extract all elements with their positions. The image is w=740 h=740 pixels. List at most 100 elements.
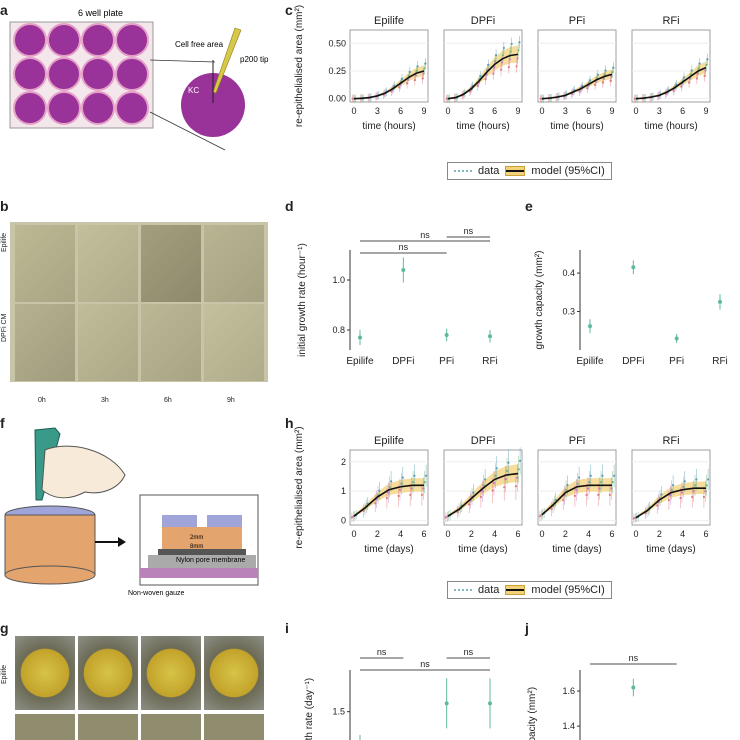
- data-point: [502, 46, 505, 50]
- row-label-dpfi: DPFi CM: [1, 313, 8, 342]
- data-point: [405, 82, 409, 85]
- y-tick-label: 1.6: [562, 686, 575, 696]
- x-tick-label: 6: [492, 106, 497, 116]
- well-0-2: [81, 23, 115, 57]
- y-axis-label: initial growth rate (hour⁻¹): [297, 243, 308, 357]
- organoid-photo-1: [15, 636, 75, 710]
- data-point: [413, 474, 416, 477]
- data-point: [422, 72, 425, 75]
- well-2-1: [47, 91, 81, 125]
- x-tick-label-3: RFi: [712, 356, 728, 367]
- data-point: [683, 480, 686, 483]
- ci-band-0: [354, 65, 424, 99]
- y-axis-label: re-epithelialised area (mm²): [294, 5, 305, 127]
- data-point: [515, 65, 518, 68]
- nylon-label: Nylon pore membrane: [176, 557, 245, 564]
- organoid-photo-5: [15, 714, 75, 740]
- pipette-tip: [212, 27, 242, 94]
- organoid-photo-2: [78, 636, 138, 710]
- panel-letter-j: j: [525, 620, 529, 636]
- panel-f-illustration: 2mm 8mm Nylon pore membrane Non-woven ga…: [4, 427, 259, 597]
- data-point: [566, 484, 569, 487]
- organoid-photo-6: [78, 714, 138, 740]
- estimate-point-2: [674, 336, 679, 341]
- data-point: [410, 487, 413, 490]
- data-point: [670, 489, 673, 492]
- data-point: [397, 494, 400, 497]
- data-point: [516, 476, 519, 479]
- data-point: [482, 484, 485, 487]
- x-tick-label: 3: [657, 106, 662, 116]
- sample-body: [4, 514, 96, 576]
- model-line-0: [353, 484, 424, 517]
- data-point: [667, 499, 670, 502]
- ci-band-3: [636, 481, 706, 519]
- sig-label-1: ns: [399, 242, 409, 252]
- x-tick-label-2: PFi: [669, 356, 684, 367]
- data-point: [610, 487, 613, 490]
- data-point: [501, 54, 505, 57]
- model-line-3: [635, 66, 707, 100]
- data-point: [504, 478, 507, 481]
- estimate-point-1: [631, 685, 636, 690]
- y-tick-label: 0.4: [562, 268, 575, 278]
- data-point: [706, 58, 709, 61]
- data-point: [415, 69, 418, 73]
- data-point: [695, 77, 698, 80]
- y-tick-label: 0.50: [328, 38, 346, 48]
- sig-label-0: ns: [420, 230, 430, 240]
- data-point: [514, 485, 517, 488]
- data-point: [675, 83, 678, 86]
- data-point: [608, 493, 611, 496]
- micrograph-dpfi-9h: [204, 304, 264, 381]
- data-point: [411, 481, 415, 484]
- data-point: [598, 487, 601, 490]
- well-2-0: [13, 91, 47, 125]
- data-point: [491, 489, 494, 492]
- wound-cross-section: [139, 494, 259, 586]
- data-point: [687, 81, 691, 84]
- data-point: [660, 493, 663, 496]
- chart-d: initial growth rate (hour⁻¹) 0.8 1.0 Epilif…: [297, 226, 498, 367]
- organoid-photo-8: [204, 714, 264, 740]
- estimate-point-0: [358, 335, 362, 340]
- data-point: [576, 482, 579, 485]
- data-point: [421, 77, 424, 80]
- x-tick-label: 9: [515, 106, 520, 116]
- micrograph-epilife-3h: [78, 225, 138, 302]
- y-axis-label: growth capacity (mm²): [534, 251, 545, 350]
- ci-band-2: [542, 478, 612, 516]
- x-tick-label: 9: [703, 106, 708, 116]
- y-tick-label: 2: [341, 457, 346, 467]
- data-point: [573, 494, 576, 497]
- zoomed-well: [181, 73, 245, 137]
- data-point: [398, 86, 401, 89]
- data-point: [385, 496, 388, 500]
- legend-data-label: data: [478, 165, 500, 177]
- estimate-point-0: [588, 324, 592, 329]
- data-point: [390, 90, 393, 93]
- data-point: [690, 69, 693, 72]
- x-tick-label-3: RFi: [482, 356, 498, 367]
- data-point: [707, 478, 710, 481]
- data-point: [494, 474, 497, 477]
- x-tick-label: 2: [375, 529, 380, 539]
- model-line-2: [541, 484, 612, 516]
- x-tick-label: 2: [563, 529, 568, 539]
- data-point: [479, 495, 482, 499]
- data-point: [578, 90, 581, 93]
- data-point: [476, 84, 479, 87]
- x-tick-label: 3: [469, 106, 474, 116]
- data-point: [492, 482, 496, 485]
- panel-letter-c: c: [285, 2, 293, 18]
- x-axis-label-0: time (hours): [362, 121, 415, 132]
- data-point: [484, 78, 487, 81]
- legend-model-label: model (95%CI): [531, 165, 605, 177]
- data-point: [704, 490, 707, 493]
- ci-band-2: [542, 69, 612, 99]
- well-2-2: [81, 91, 115, 125]
- data-point: [596, 73, 599, 76]
- data-point: [692, 490, 695, 493]
- data-point: [695, 478, 698, 481]
- x-tick-label: 0: [445, 529, 450, 539]
